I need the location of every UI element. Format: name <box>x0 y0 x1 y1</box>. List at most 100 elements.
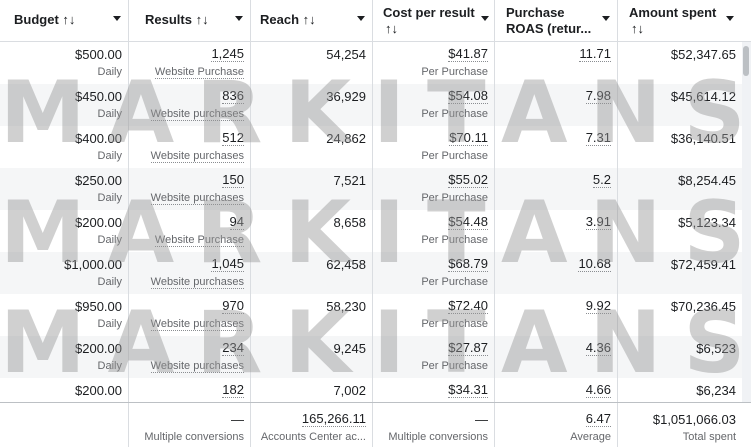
purchase-roas-value[interactable]: 4.36 <box>585 340 611 356</box>
purchase-roas-value[interactable]: 9.92 <box>585 298 611 314</box>
results-value[interactable]: 182 <box>222 382 244 398</box>
amount-spent-cell: $5,123.34 <box>618 210 742 252</box>
results-value[interactable]: 150 <box>222 172 244 188</box>
cost-per-result-value[interactable]: $70.11 <box>449 130 488 146</box>
amount-spent-value: $36,140.51 <box>670 131 736 146</box>
purchase-roas-value[interactable]: 5.2 <box>592 172 611 188</box>
totals-reach-value[interactable]: 165,266.11 <box>301 411 366 427</box>
table-row[interactable]: $200.00 Daily 234 Website purchases 9,245 $27… <box>0 336 742 378</box>
cost-per-result-cell: $70.11 Per Purchase <box>373 126 495 168</box>
column-header-budget[interactable]: Budget ↑↓ <box>0 0 129 42</box>
cost-per-result-value[interactable]: $34.31 <box>448 382 488 398</box>
vertical-scrollbar[interactable] <box>742 42 751 402</box>
cost-per-result-subtext: Per Purchase <box>421 360 488 372</box>
column-menu-caret-icon[interactable] <box>113 16 121 21</box>
column-header-cost-per-result[interactable]: Cost per result ↑↓ <box>373 0 495 42</box>
results-cell: 1,045 Website purchases <box>129 252 251 294</box>
table-row[interactable]: $500.00 Daily 1,245 Website Purchase 54,254 $… <box>0 42 742 84</box>
amount-spent-cell: $8,254.45 <box>618 168 742 210</box>
cost-per-result-subtext: Per Purchase <box>421 192 488 204</box>
budget-subtext: Daily <box>97 276 122 288</box>
cost-per-result-value[interactable]: $54.48 <box>448 214 488 230</box>
column-menu-caret-icon[interactable] <box>602 16 610 21</box>
purchase-roas-cell: 5.2 <box>495 168 618 210</box>
results-value[interactable]: 1,245 <box>211 46 244 62</box>
budget-cell: $450.00 Daily <box>0 84 129 126</box>
sort-arrows-icon[interactable]: ↑↓ <box>631 21 644 36</box>
cost-per-result-value[interactable]: $27.87 <box>448 340 488 356</box>
cost-per-result-subtext: Per Purchase <box>421 150 488 162</box>
cost-per-result-subtext: Per Purchase <box>421 318 488 330</box>
column-header-results[interactable]: Results ↑↓ <box>129 0 251 42</box>
results-value[interactable]: 836 <box>222 88 244 104</box>
totals-cost-value: — <box>475 412 488 427</box>
reach-cell: 24,862 <box>251 126 373 168</box>
column-menu-caret-icon[interactable] <box>481 16 489 21</box>
amount-spent-cell: $45,614.12 <box>618 84 742 126</box>
reach-value: 8,658 <box>333 215 366 230</box>
purchase-roas-cell: 7.98 <box>495 84 618 126</box>
results-value[interactable]: 94 <box>229 214 244 230</box>
results-value[interactable]: 970 <box>222 298 244 314</box>
table-row[interactable]: $250.00 Daily 150 Website purchases 7,521 $55… <box>0 168 742 210</box>
amount-spent-cell: $72,459.41 <box>618 252 742 294</box>
purchase-roas-value[interactable]: 7.98 <box>585 88 611 104</box>
reach-cell: 7,002 <box>251 378 373 420</box>
table-row[interactable]: $400.00 Daily 512 Website purchases 24,862 $7… <box>0 126 742 168</box>
table-row[interactable]: $450.00 Daily 836 Website purchases 36,929 $5… <box>0 84 742 126</box>
cost-per-result-cell: $68.79 Per Purchase <box>373 252 495 294</box>
amount-spent-value: $6,234 <box>696 383 736 398</box>
table-row[interactable]: $200.00 182 7,002 $34.31 4.66 $6,234 <box>0 378 742 420</box>
purchase-roas-value[interactable]: 4.66 <box>585 382 611 398</box>
reach-cell: 54,254 <box>251 42 373 84</box>
purchase-roas-value[interactable]: 7.31 <box>585 130 611 146</box>
totals-cost-subtext: Multiple conversions <box>388 431 488 443</box>
budget-cell: $500.00 Daily <box>0 42 129 84</box>
totals-reach-subtext: Accounts Center ac... <box>260 431 366 443</box>
cost-per-result-value[interactable]: $55.02 <box>448 172 488 188</box>
column-header-reach[interactable]: Reach ↑↓ <box>251 0 373 42</box>
amount-spent-value: $72,459.41 <box>670 257 736 272</box>
purchase-roas-value[interactable]: 3.91 <box>585 214 611 230</box>
table-row[interactable]: $200.00 Daily 94 Website Purchase 8,658 $54.4… <box>0 210 742 252</box>
results-value[interactable]: 512 <box>222 130 244 146</box>
purchase-roas-value[interactable]: 11.71 <box>579 46 611 62</box>
column-menu-caret-icon[interactable] <box>357 16 365 21</box>
cost-per-result-value[interactable]: $54.08 <box>448 88 488 104</box>
results-subtext: Website purchases <box>150 108 244 121</box>
amount-spent-cell: $70,236.45 <box>618 294 742 336</box>
cost-per-result-subtext: Per Purchase <box>421 66 488 78</box>
column-header-amount-spent[interactable]: Amount spent ↑↓ <box>618 0 742 42</box>
budget-value: $400.00 <box>75 131 122 146</box>
totals-roas-value[interactable]: 6.47 <box>585 411 611 427</box>
sort-arrows-icon[interactable]: ↑↓ <box>385 21 398 36</box>
table-row[interactable]: $1,000.00 Daily 1,045 Website purchases 62,4… <box>0 252 742 294</box>
purchase-roas-value[interactable]: 10.68 <box>578 256 611 272</box>
budget-cell: $200.00 Daily <box>0 210 129 252</box>
purchase-roas-cell: 4.36 <box>495 336 618 378</box>
results-value[interactable]: 1,045 <box>211 256 244 272</box>
table-header: Budget ↑↓ Results ↑↓ Reach ↑↓ Cost per r… <box>0 0 751 42</box>
table-row[interactable]: $950.00 Daily 970 Website purchases 58,230 $7… <box>0 294 742 336</box>
cost-per-result-value[interactable]: $41.87 <box>448 46 488 62</box>
budget-value: $1,000.00 <box>64 257 122 272</box>
reach-cell: 36,929 <box>251 84 373 126</box>
cost-per-result-cell: $41.87 Per Purchase <box>373 42 495 84</box>
scrollbar-thumb[interactable] <box>743 46 749 76</box>
reach-cell: 8,658 <box>251 210 373 252</box>
column-menu-caret-icon[interactable] <box>726 16 734 21</box>
purchase-roas-cell: 10.68 <box>495 252 618 294</box>
results-subtext: Website purchases <box>150 360 244 373</box>
cost-per-result-value[interactable]: $68.79 <box>448 256 488 272</box>
results-value[interactable]: 234 <box>222 340 244 356</box>
column-menu-caret-icon[interactable] <box>235 16 243 21</box>
results-cell: 512 Website purchases <box>129 126 251 168</box>
totals-spent-subtext: Total spent <box>682 431 736 443</box>
cost-per-result-cell: $27.87 Per Purchase <box>373 336 495 378</box>
budget-cell: $400.00 Daily <box>0 126 129 168</box>
amount-spent-cell: $6,523 <box>618 336 742 378</box>
results-cell: 234 Website purchases <box>129 336 251 378</box>
cost-per-result-value[interactable]: $72.40 <box>448 298 488 314</box>
column-header-purchase-roas[interactable]: Purchase ROAS (retur... <box>495 0 618 42</box>
